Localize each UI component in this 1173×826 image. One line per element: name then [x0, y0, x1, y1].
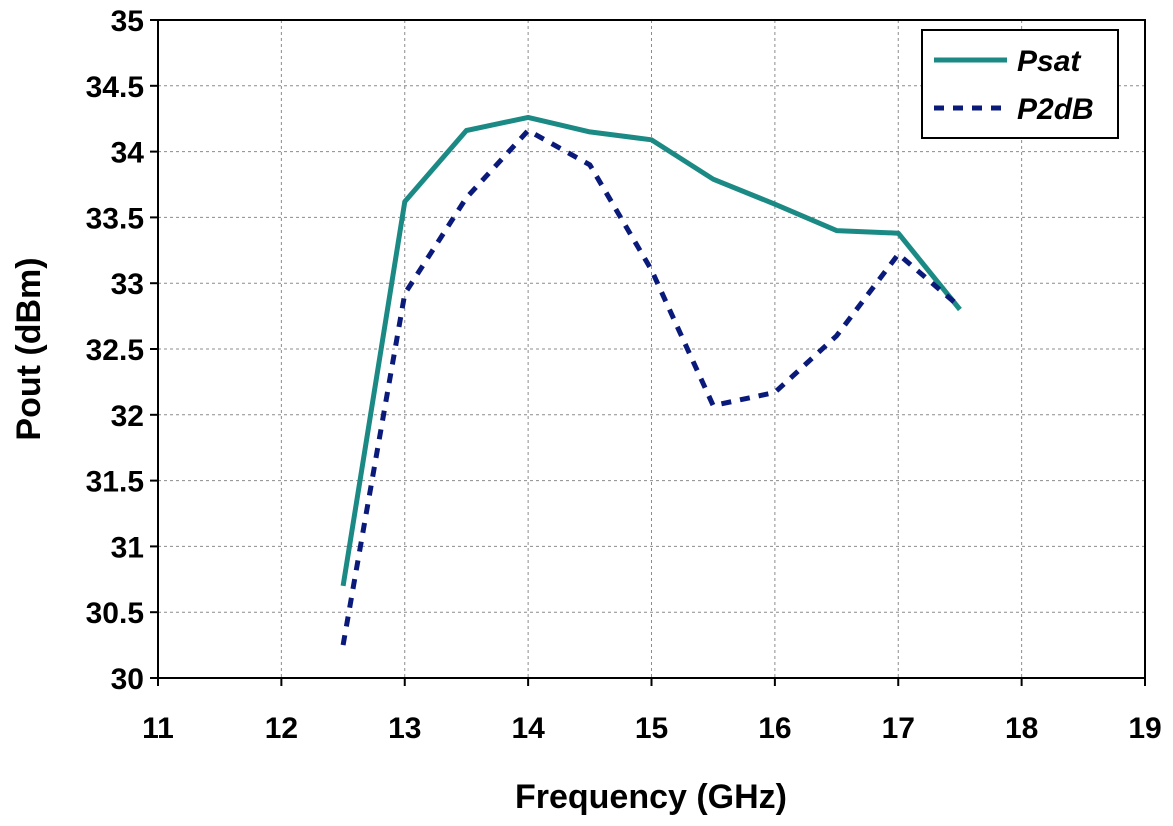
- legend-label-psat: Psat: [1017, 45, 1082, 78]
- y-tick-label: 30.5: [86, 597, 144, 630]
- x-tick-labels: 11 12 13 14 15 16 17 18 19: [142, 712, 1162, 745]
- legend-label-p2db: P2dB: [1017, 93, 1094, 126]
- y-tick-label: 34.5: [86, 71, 144, 104]
- x-tick-label: 16: [758, 712, 791, 745]
- y-tick-label: 32.5: [86, 334, 144, 367]
- x-tick-label: 13: [388, 712, 421, 745]
- y-tick-label: 30: [111, 663, 144, 696]
- x-tick-label: 18: [1005, 712, 1038, 745]
- y-tick-label: 33: [111, 268, 144, 301]
- x-tick-label: 15: [635, 712, 668, 745]
- series-lines: [340, 114, 962, 646]
- y-tick-label: 31.5: [86, 466, 144, 499]
- x-tick-label: 19: [1128, 712, 1161, 745]
- legend-box: [921, 29, 1119, 139]
- axes: [150, 19, 1146, 686]
- x-tick-label: 14: [511, 712, 545, 745]
- x-tick-label: 12: [265, 712, 298, 745]
- plot-area-frame: [157, 19, 1146, 679]
- x-tick-label: 17: [882, 712, 915, 745]
- series-line-p2db: [340, 128, 962, 646]
- series-line-psat: [340, 114, 962, 587]
- x-tick-label: 11: [142, 712, 174, 745]
- y-tick-label: 32: [111, 400, 144, 433]
- y-axis-title: Pout (dBm): [10, 257, 48, 440]
- legend: Psat P2dB: [921, 29, 1119, 139]
- y-tick-label: 31: [111, 531, 144, 564]
- y-tick-label: 33.5: [86, 202, 144, 235]
- y-tick-label: 34: [111, 137, 145, 170]
- y-tick-labels: 30 30.5 31 31.5 32 32.5 33 33.5 34 34.5 35: [86, 5, 145, 696]
- x-axis-title: Frequency (GHz): [515, 778, 787, 816]
- y-tick-label: 35: [111, 5, 144, 38]
